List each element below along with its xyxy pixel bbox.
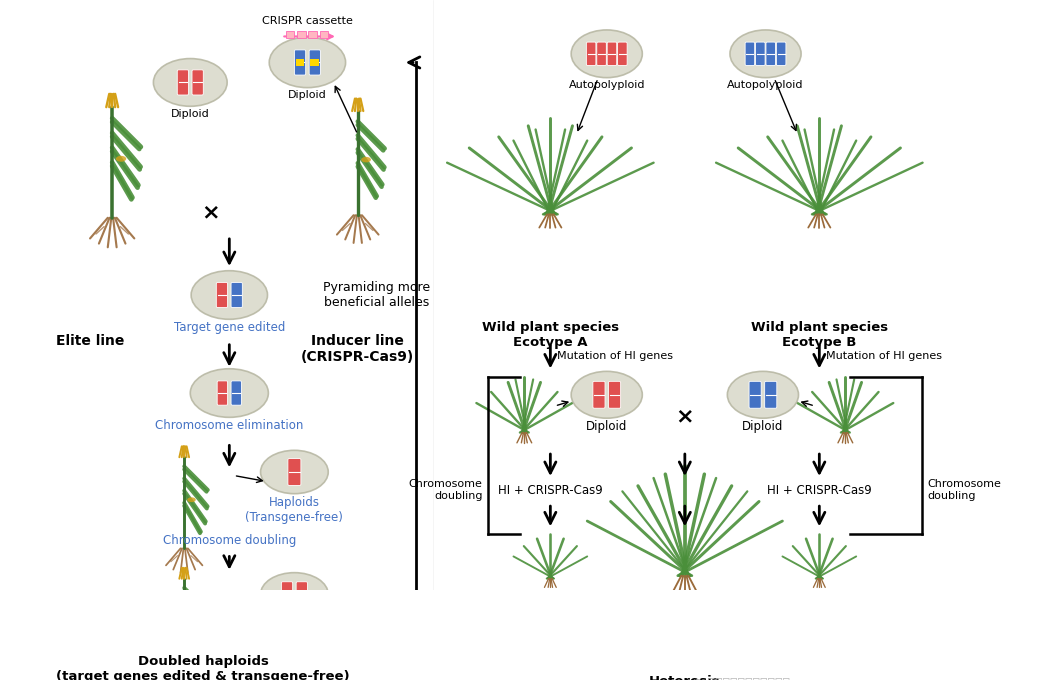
Text: HI + CRISPR-Cas9: HI + CRISPR-Cas9 [498, 484, 603, 497]
FancyBboxPatch shape [281, 582, 293, 607]
Text: Mutation of HI genes: Mutation of HI genes [557, 351, 674, 360]
Ellipse shape [728, 371, 798, 418]
Ellipse shape [730, 30, 801, 78]
FancyBboxPatch shape [749, 381, 761, 408]
FancyBboxPatch shape [586, 42, 596, 65]
Text: Autopolyploid: Autopolyploid [569, 80, 645, 90]
FancyBboxPatch shape [297, 31, 305, 38]
Text: Haploids
(Transgene-free): Haploids (Transgene-free) [245, 496, 344, 524]
Ellipse shape [154, 58, 227, 106]
Text: ⊙ 公众号：生物信息与育种: ⊙ 公众号：生物信息与育种 [692, 677, 790, 680]
FancyBboxPatch shape [593, 381, 605, 408]
FancyBboxPatch shape [607, 42, 617, 65]
FancyBboxPatch shape [309, 50, 321, 75]
Text: Diploid: Diploid [586, 420, 627, 433]
Text: Inducer line
(CRISPR-Cas9): Inducer line (CRISPR-Cas9) [301, 334, 414, 364]
FancyBboxPatch shape [296, 59, 304, 66]
Text: Wild plant species
Ecotype B: Wild plant species Ecotype B [750, 321, 887, 349]
FancyBboxPatch shape [618, 42, 627, 65]
Text: Chromosome doubling: Chromosome doubling [163, 534, 296, 547]
Text: Mutation of HI genes: Mutation of HI genes [826, 351, 943, 360]
FancyBboxPatch shape [288, 458, 301, 486]
Text: Chromosome
doubling: Chromosome doubling [927, 479, 1001, 501]
FancyBboxPatch shape [308, 31, 317, 38]
Text: ×: × [201, 203, 220, 222]
Text: Doubled haploids
(target genes edited & transgene-free): Doubled haploids (target genes edited & … [56, 655, 350, 680]
FancyBboxPatch shape [310, 59, 319, 66]
Ellipse shape [361, 157, 371, 163]
Text: Pyramiding more
beneficial alleles: Pyramiding more beneficial alleles [323, 281, 431, 309]
FancyBboxPatch shape [216, 282, 227, 307]
Ellipse shape [116, 156, 127, 162]
FancyBboxPatch shape [765, 381, 776, 408]
Text: Diploid: Diploid [742, 420, 784, 433]
Text: Diploid: Diploid [171, 109, 210, 119]
Text: ×: × [676, 407, 694, 426]
FancyBboxPatch shape [745, 42, 755, 65]
Ellipse shape [190, 369, 269, 418]
FancyBboxPatch shape [295, 50, 305, 75]
Text: HI + CRISPR-Cas9: HI + CRISPR-Cas9 [767, 484, 872, 497]
FancyBboxPatch shape [192, 70, 203, 95]
FancyBboxPatch shape [296, 582, 307, 607]
Ellipse shape [261, 573, 328, 616]
Ellipse shape [571, 371, 643, 418]
FancyBboxPatch shape [597, 42, 606, 65]
Text: Wild plant species
Ecotype A: Wild plant species Ecotype A [482, 321, 619, 349]
Text: Diploid: Diploid [288, 90, 327, 100]
FancyBboxPatch shape [231, 381, 242, 405]
FancyBboxPatch shape [320, 31, 328, 38]
Text: Heterosis: Heterosis [649, 675, 720, 680]
FancyBboxPatch shape [217, 381, 227, 405]
FancyBboxPatch shape [231, 282, 242, 307]
Ellipse shape [269, 37, 346, 88]
Ellipse shape [187, 497, 196, 503]
FancyBboxPatch shape [177, 70, 189, 95]
Ellipse shape [261, 450, 328, 494]
Text: Chromosome elimination: Chromosome elimination [155, 419, 303, 432]
FancyBboxPatch shape [756, 42, 765, 65]
FancyBboxPatch shape [776, 42, 786, 65]
Ellipse shape [191, 271, 268, 320]
Text: Elite line: Elite line [56, 334, 125, 348]
Ellipse shape [187, 619, 196, 624]
Text: Chromosome
doubling: Chromosome doubling [409, 479, 483, 501]
Ellipse shape [571, 30, 643, 78]
FancyBboxPatch shape [285, 31, 295, 38]
Text: Target gene edited: Target gene edited [173, 321, 285, 334]
FancyBboxPatch shape [608, 381, 621, 408]
Text: Autopolyploid: Autopolyploid [728, 80, 803, 90]
Text: CRISPR cassette: CRISPR cassette [262, 16, 353, 26]
FancyBboxPatch shape [766, 42, 775, 65]
